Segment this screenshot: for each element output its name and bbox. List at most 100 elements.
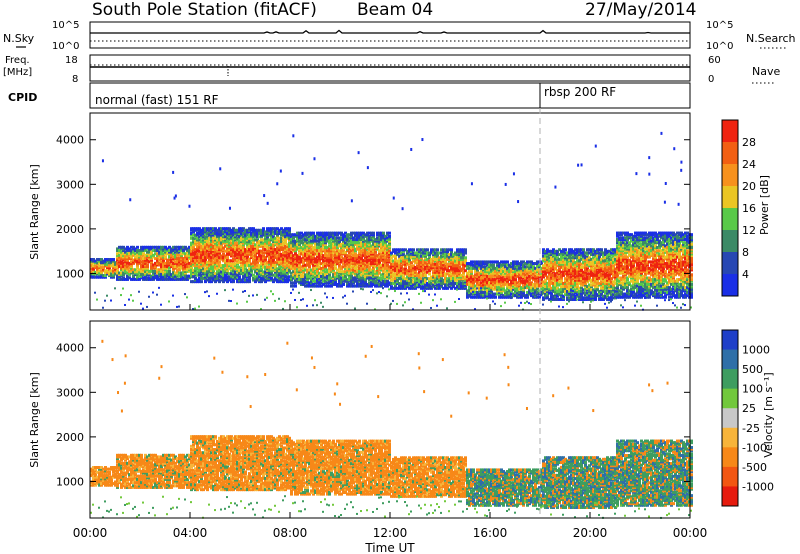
power-cell: [130, 261, 133, 265]
power-cell: [94, 291, 96, 294]
power-cell: [254, 259, 257, 263]
power-cell: [252, 249, 255, 253]
power-cell: [258, 267, 261, 271]
power-cell: [188, 250, 191, 254]
power-cell: [286, 272, 289, 276]
power-cell: [356, 262, 359, 266]
power-cell: [268, 249, 271, 253]
power-cell: [344, 254, 347, 258]
power-cell: [148, 247, 151, 251]
power-cell: [166, 266, 169, 270]
power-cell: [250, 238, 253, 242]
power-cell: [272, 230, 275, 234]
power-cell: [272, 278, 275, 282]
power-cell: [192, 308, 194, 311]
power-cell: [258, 240, 261, 244]
power-cell: [328, 257, 331, 261]
power-cell: [320, 301, 322, 304]
power-cell: [240, 265, 243, 269]
power-cell: [510, 297, 512, 300]
power-cell: [178, 250, 181, 254]
power-cell: [342, 279, 345, 283]
power-cell: [294, 233, 297, 237]
power-cell: [318, 247, 321, 251]
power-cell: [322, 236, 325, 240]
power-cell: [296, 233, 299, 237]
power-cell: [216, 249, 219, 253]
power-cell: [258, 278, 261, 282]
power-cell: [226, 259, 229, 263]
power-cell: [200, 230, 203, 234]
power-cell: [194, 248, 197, 252]
power-cell: [280, 243, 283, 247]
power-cell: [204, 256, 207, 260]
power-cell: [294, 262, 297, 266]
power-cell: [120, 294, 122, 297]
power-cell: [246, 273, 249, 277]
power-cell: [286, 260, 289, 264]
power-cell: [312, 266, 315, 270]
power-cell: [114, 269, 117, 273]
power-cell: [218, 236, 221, 240]
power-cell: [318, 242, 321, 246]
power-cell: [346, 246, 349, 250]
power-cell: [312, 234, 315, 238]
power-cell: [512, 288, 514, 291]
power-cell: [106, 262, 109, 266]
power-cell: [156, 277, 159, 281]
power-cell: [256, 233, 259, 237]
power-cell: [354, 247, 357, 251]
power-cell: [252, 235, 255, 239]
power-cell: [96, 261, 99, 265]
power-cell: [294, 268, 297, 272]
power-cell: [360, 254, 363, 258]
power-cell: [204, 238, 207, 242]
power-cell: [254, 248, 257, 252]
power-cell: [102, 275, 105, 279]
noise-sky-trace: [90, 29, 690, 34]
power-cell: [266, 246, 269, 250]
power-cell: [342, 234, 345, 238]
power-cell: [270, 252, 273, 256]
power-cell: [236, 238, 239, 242]
power-cell: [308, 282, 311, 286]
power-cell: [330, 233, 333, 237]
power-cell: [356, 274, 359, 278]
power-cell: [210, 259, 213, 263]
power-cell: [344, 252, 347, 256]
power-cell: [388, 231, 391, 235]
power-cell: [302, 242, 305, 246]
power-cell: [146, 252, 149, 256]
power-cell: [144, 266, 147, 270]
power-cell: [156, 252, 159, 256]
power-cell: [338, 260, 341, 264]
power-cell: [204, 270, 207, 274]
power-cell: [346, 233, 349, 237]
power-cell: [152, 249, 155, 253]
power-cell: [354, 242, 357, 246]
power-cell: [242, 254, 245, 258]
power-cell: [310, 242, 313, 246]
power-cell: [176, 249, 179, 253]
power-cell: [286, 265, 289, 269]
power-cell: [292, 273, 295, 277]
power-cell: [316, 268, 319, 272]
power-cell: [256, 235, 259, 239]
power-cell: [262, 227, 265, 231]
power-cell: [316, 233, 319, 237]
power-cell: [264, 240, 267, 244]
power-cell: [224, 232, 227, 236]
power-cell: [360, 279, 363, 283]
power-cell: [196, 270, 199, 274]
power-cell: [112, 258, 115, 262]
power-cell: [274, 227, 277, 231]
power-cell: [234, 249, 237, 253]
power-cell: [342, 250, 345, 254]
power-cell: [172, 268, 175, 272]
power-cell: [126, 271, 129, 275]
power-cell: [224, 278, 227, 282]
power-cell: [186, 258, 189, 262]
power-cell: [270, 235, 273, 239]
power-cell: [224, 244, 227, 248]
power-cell: [332, 260, 335, 264]
